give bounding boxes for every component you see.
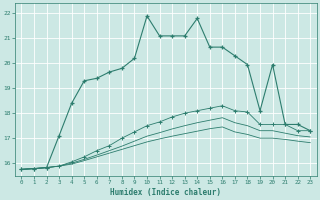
X-axis label: Humidex (Indice chaleur): Humidex (Indice chaleur) <box>110 188 221 197</box>
